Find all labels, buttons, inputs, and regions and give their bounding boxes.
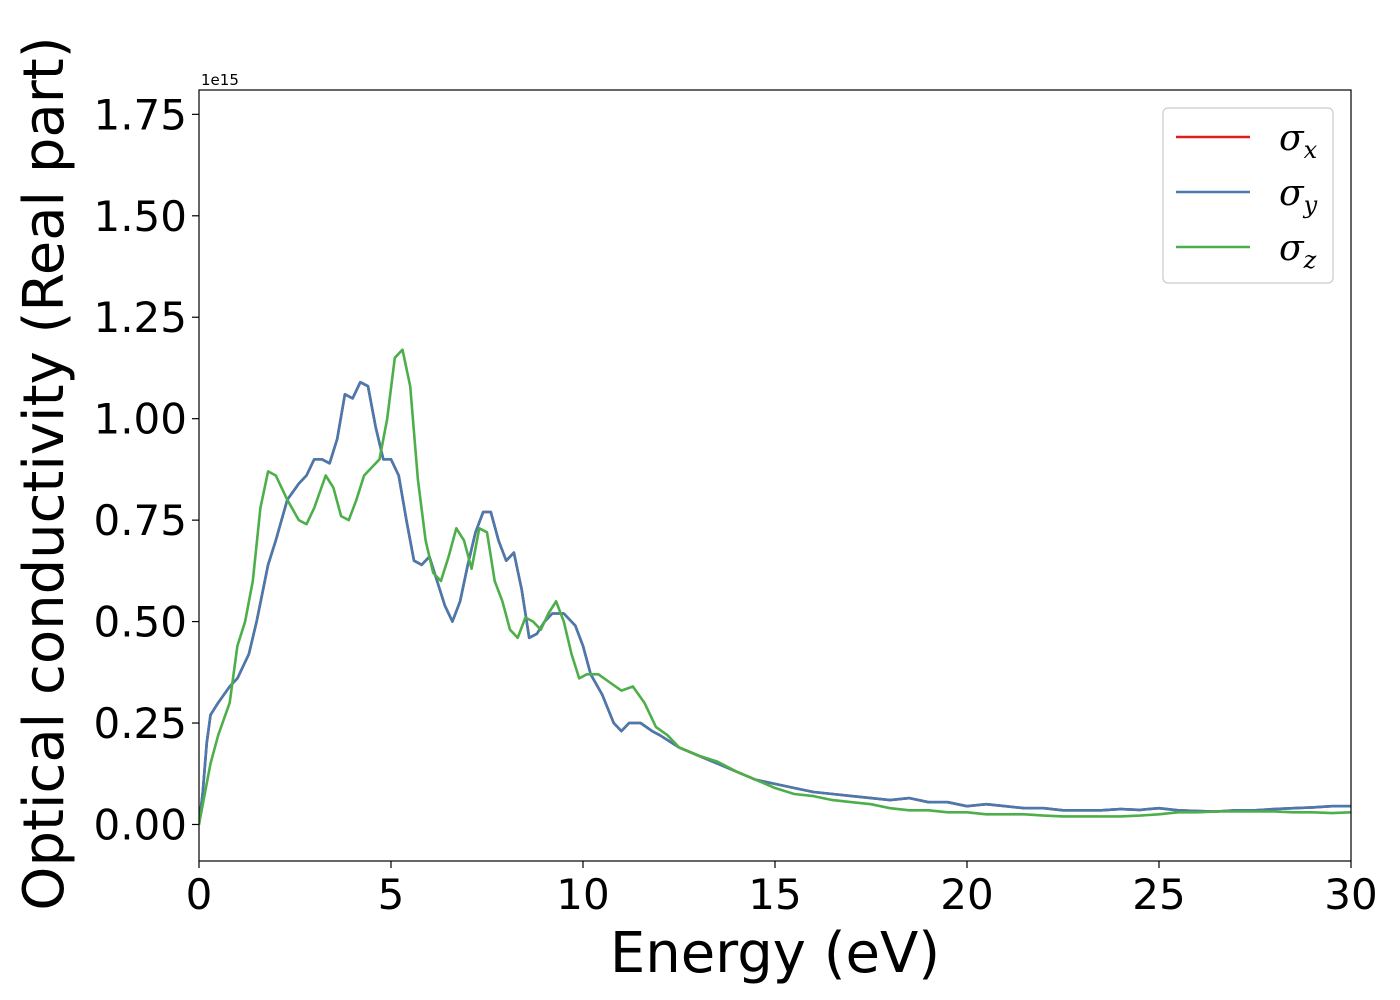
y-tick-label: 0.00 [93,800,187,849]
legend-box [1162,107,1334,284]
y-tick-label: 1.25 [93,293,187,342]
x-tick-label: 15 [748,870,801,919]
y-tick-label: 1.00 [93,395,187,444]
x-tick-label: 5 [378,870,405,919]
x-tick-label: 20 [940,870,993,919]
y-offset-label: 1e15 [201,71,239,89]
series-line-y [199,380,1351,825]
x-tick-label: 25 [1132,870,1185,919]
axes-layer: 0 5 10 15 20 25 30 0.00 0.25 0.50 0.75 1.00 1.25 1.50… [93,89,1378,919]
y-tick-label: 0.75 [93,496,187,545]
series-layer [199,348,1351,825]
x-tick-label: 30 [1324,870,1377,919]
x-tick-label: 0 [186,870,213,919]
plot-area [199,90,1351,861]
y-tick-label: 1.50 [93,192,187,241]
x-axis-title: Energy (eV) [610,921,940,986]
plot-background [199,90,1351,861]
y-tick-label: 0.50 [93,598,187,647]
series-line-z [199,348,1351,825]
y-tick-label: 0.25 [93,699,187,748]
y-axis-title: Optical conductivity (Real part) [12,36,77,910]
x-tick-label: 10 [556,870,609,919]
y-tick-label: 1.75 [93,90,187,139]
